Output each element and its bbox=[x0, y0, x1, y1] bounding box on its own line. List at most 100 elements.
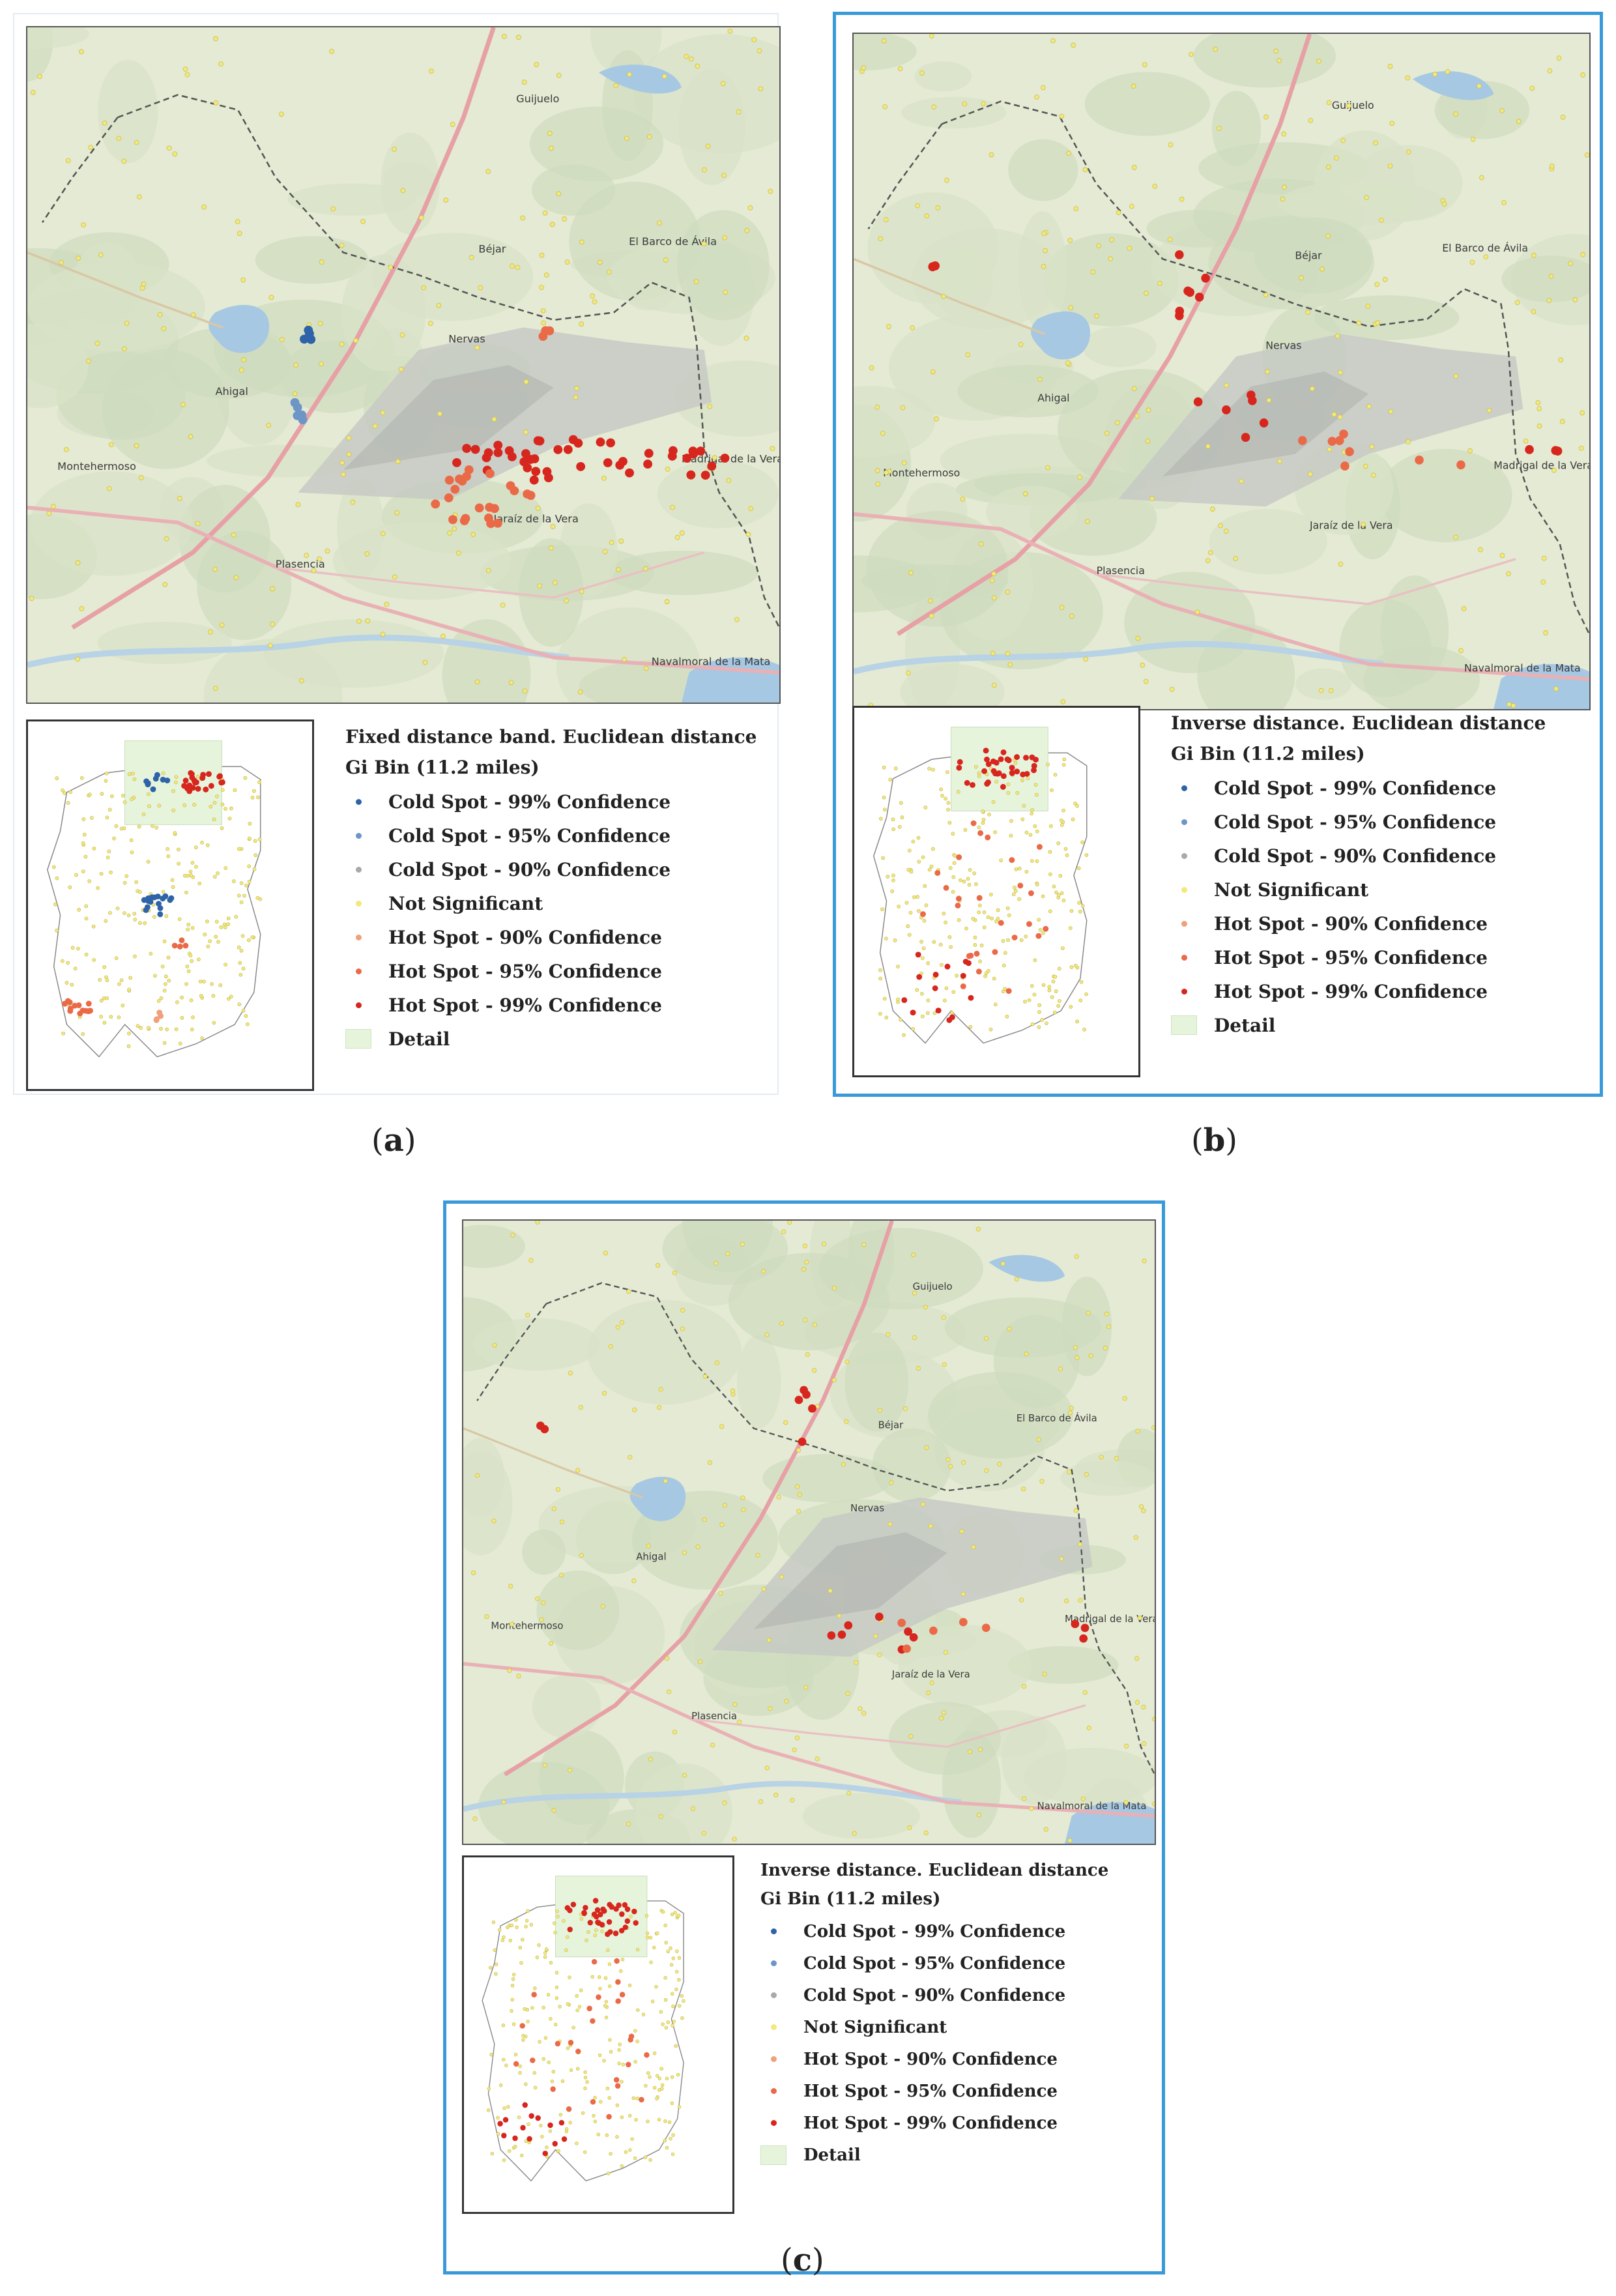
point-not-significant bbox=[1030, 808, 1035, 812]
point-not-significant bbox=[1054, 989, 1058, 993]
point-not-significant bbox=[971, 916, 975, 921]
point-hot-spot bbox=[1415, 455, 1424, 465]
point-not-significant bbox=[521, 1938, 525, 1942]
point-not-significant bbox=[942, 911, 946, 916]
point-not-significant bbox=[255, 895, 260, 900]
point-not-significant bbox=[559, 1519, 565, 1524]
point-not-significant bbox=[556, 1914, 560, 1919]
point-not-significant bbox=[195, 521, 201, 527]
place-label: Nervas bbox=[448, 332, 485, 345]
point-symbol-icon bbox=[760, 2050, 786, 2069]
point-not-significant bbox=[897, 66, 903, 72]
point-not-significant bbox=[247, 864, 252, 869]
point-not-significant bbox=[545, 1947, 549, 1951]
point-not-significant bbox=[177, 495, 182, 501]
point-not-significant bbox=[911, 1252, 916, 1258]
point-not-significant bbox=[655, 1262, 661, 1268]
point-hot-spot bbox=[606, 438, 615, 448]
point-not-significant bbox=[841, 1462, 846, 1467]
point-not-significant bbox=[1024, 1351, 1029, 1357]
point-hot-spot bbox=[618, 1928, 625, 1934]
main-map-a[interactable]: Guijuelo Béjar El Barco de Ávila Nervas Ahig… bbox=[26, 26, 781, 704]
point-not-significant bbox=[1499, 108, 1505, 113]
point-not-significant bbox=[1263, 292, 1269, 298]
point-not-significant bbox=[1556, 55, 1562, 61]
point-not-significant bbox=[564, 2127, 569, 2131]
point-hot-spot bbox=[916, 974, 923, 980]
point-not-significant bbox=[949, 945, 953, 950]
point-not-significant bbox=[1023, 491, 1028, 497]
point-not-significant bbox=[1223, 529, 1229, 534]
point-hot-spot bbox=[943, 884, 949, 891]
point-hot-spot bbox=[1043, 925, 1049, 932]
point-not-significant bbox=[1053, 974, 1058, 979]
point-not-significant bbox=[590, 293, 596, 298]
point-not-significant bbox=[891, 879, 895, 882]
point-not-significant bbox=[633, 2029, 637, 2033]
point-not-significant bbox=[180, 995, 184, 1000]
point-not-significant bbox=[1266, 398, 1272, 403]
main-map-c[interactable]: Guijuelo Béjar El Barco de Ávila Nervas Ahig… bbox=[462, 1219, 1156, 1845]
point-not-significant bbox=[1014, 1277, 1020, 1282]
point-not-significant bbox=[974, 764, 978, 769]
point-not-significant bbox=[946, 807, 950, 812]
legend-item: Cold Spot - 99% Confidence bbox=[760, 1915, 1108, 1947]
point-not-significant bbox=[542, 1762, 547, 1768]
point-not-significant bbox=[218, 983, 223, 987]
point-not-significant bbox=[106, 855, 110, 860]
point-not-significant bbox=[978, 959, 982, 964]
point-not-significant bbox=[1043, 248, 1048, 254]
point-not-significant bbox=[702, 1517, 707, 1522]
point-not-significant bbox=[1052, 1010, 1057, 1015]
point-not-significant bbox=[624, 2150, 628, 2154]
point-not-significant bbox=[598, 2053, 602, 2057]
point-not-significant bbox=[698, 1659, 703, 1664]
point-not-significant bbox=[257, 780, 261, 785]
point-not-significant bbox=[1109, 237, 1114, 242]
legend-item-label: Detail bbox=[803, 2145, 861, 2165]
point-not-significant bbox=[494, 1972, 498, 1976]
point-not-significant bbox=[755, 1552, 760, 1558]
point-not-significant bbox=[1388, 409, 1394, 414]
point-not-significant bbox=[74, 873, 78, 877]
point-not-significant bbox=[502, 2158, 506, 2162]
point-not-significant bbox=[91, 924, 96, 929]
point-hot-spot bbox=[552, 2140, 558, 2147]
point-not-significant bbox=[231, 532, 237, 538]
point-hot-spot bbox=[624, 1906, 631, 1912]
point-not-significant bbox=[695, 63, 700, 69]
point-not-significant bbox=[538, 2040, 541, 2044]
point-not-significant bbox=[325, 548, 330, 554]
point-not-significant bbox=[893, 938, 897, 942]
point-hot-spot bbox=[531, 1992, 537, 1998]
point-not-significant bbox=[154, 826, 159, 830]
point-not-significant bbox=[1169, 686, 1175, 692]
point-hot-spot bbox=[217, 773, 223, 779]
point-not-significant bbox=[63, 791, 66, 795]
point-not-significant bbox=[1116, 210, 1121, 216]
point-cold-spot bbox=[154, 772, 160, 778]
point-not-significant bbox=[109, 870, 113, 875]
point-not-significant bbox=[682, 1773, 687, 1778]
point-hot-spot bbox=[586, 2005, 592, 2012]
point-not-significant bbox=[1559, 418, 1565, 424]
main-map-b[interactable]: Guijuelo Béjar El Barco de Ávila Nervas Ahig… bbox=[852, 33, 1591, 710]
point-not-significant bbox=[1137, 1615, 1142, 1621]
point-not-significant bbox=[615, 2103, 620, 2108]
point-not-significant bbox=[562, 216, 567, 222]
point-hot-spot bbox=[461, 514, 470, 523]
point-hot-spot bbox=[497, 2121, 503, 2127]
point-not-significant bbox=[606, 1948, 610, 1953]
point-hot-spot bbox=[529, 475, 539, 485]
point-hot-spot bbox=[904, 1627, 912, 1636]
point-not-significant bbox=[1104, 430, 1110, 436]
point-not-significant bbox=[604, 2015, 609, 2020]
point-not-significant bbox=[1138, 1504, 1144, 1509]
point-not-significant bbox=[781, 1229, 786, 1234]
point-not-significant bbox=[127, 1031, 131, 1036]
point-not-significant bbox=[212, 566, 218, 572]
point-not-significant bbox=[1022, 1796, 1027, 1801]
legend-item-label: Cold Spot - 90% Confidence bbox=[388, 858, 671, 880]
point-not-significant bbox=[201, 204, 207, 210]
point-not-significant bbox=[550, 2079, 555, 2084]
